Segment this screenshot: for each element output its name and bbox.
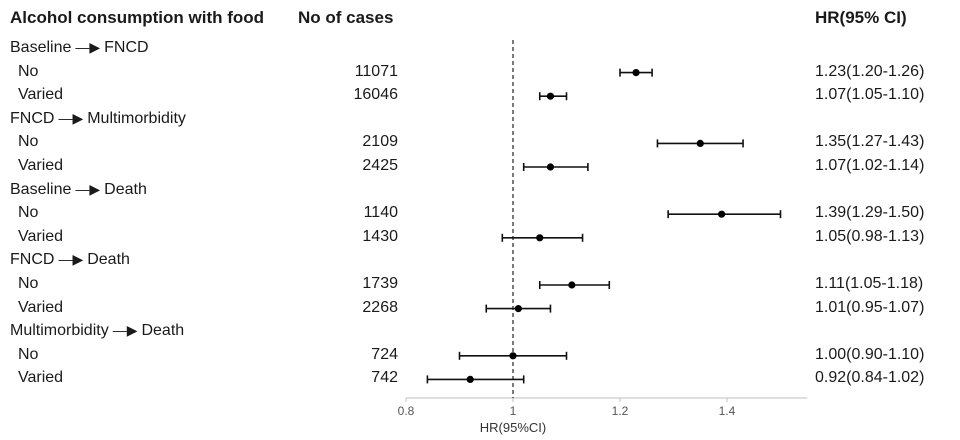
group-to: FNCD: [104, 39, 149, 56]
group-label: Baseline —▶ Death: [10, 181, 147, 199]
arrow-right-icon: —▶: [58, 251, 84, 268]
group-label: FNCD —▶ Multimorbidity: [10, 110, 186, 128]
arrow-right-icon: —▶: [112, 322, 138, 339]
forest-point: [501, 233, 584, 242]
row-cases: 2268: [362, 298, 398, 316]
row-hr-ci: 1.35(1.27-1.43): [815, 133, 925, 151]
label-column-header: Alcohol consumption with food: [10, 8, 265, 27]
group-to: Death: [87, 251, 130, 269]
table-row: Varied 742 0.92(0.84-1.02): [0, 367, 960, 390]
row-hr-ci: 1.07(1.05-1.10): [815, 86, 925, 104]
x-tick-label: 1: [510, 404, 517, 418]
row-label: No: [18, 345, 39, 363]
x-axis-title: HR(95%CI): [480, 420, 546, 435]
hr-point-marker: [466, 375, 474, 383]
row-label: No: [18, 62, 39, 80]
hr-point-marker: [718, 210, 726, 218]
group-label: Multimorbidity —▶ Death: [10, 322, 184, 340]
forest-point: [485, 304, 552, 313]
table-row: Varied 1430 1.05(0.98-1.13): [0, 226, 960, 249]
x-tick-label: 1.4: [719, 404, 736, 418]
row-label: Varied: [18, 298, 64, 316]
hr-point-marker: [696, 139, 704, 147]
group-from: FNCD: [10, 109, 55, 127]
row-cases: 742: [371, 369, 398, 387]
row-label: Varied: [18, 86, 64, 104]
group-from: Baseline: [10, 180, 72, 198]
row-hr-ci: 1.39(1.29-1.50): [815, 204, 925, 222]
row-hr-ci: 1.11(1.05-1.18): [815, 275, 924, 292]
forest-point: [538, 92, 568, 101]
cases-column-header: No of cases: [298, 8, 394, 27]
hr-point-marker: [546, 163, 555, 171]
row-hr-ci: 1.07(1.02-1.14): [815, 157, 925, 174]
row-hr-ci: 1.01(0.95-1.07): [815, 298, 925, 316]
forest-point: [619, 68, 653, 77]
hr-point-marker: [546, 92, 555, 100]
forest-point: [522, 163, 589, 171]
group-to: Multimorbidity: [87, 109, 186, 127]
arrow-right-icon: —▶: [75, 180, 101, 197]
row-label: Varied: [18, 227, 64, 245]
row-cases: 2425: [362, 157, 398, 174]
row-cases: 11071: [354, 62, 398, 80]
table-row: No 724 1.00(0.90-1.10): [0, 344, 960, 367]
group-to: Death: [104, 180, 147, 198]
hr-point-marker: [568, 281, 576, 289]
arrow-right-icon: —▶: [75, 39, 101, 55]
forest-point: [538, 281, 611, 289]
row-label: No: [18, 133, 39, 151]
hr-point-marker: [514, 305, 522, 313]
row-cases: 16046: [353, 86, 399, 104]
row-cases: 1739: [362, 275, 398, 292]
table-row: No 2109 1.35(1.27-1.43): [0, 131, 960, 154]
forest-point: [656, 139, 744, 148]
hr-point-marker: [509, 352, 517, 360]
forest-marks: [426, 68, 782, 384]
row-hr-ci: 1.23(1.20-1.26): [815, 62, 925, 80]
group-label: Baseline —▶ FNCD: [10, 39, 149, 57]
x-tick-label: 0.8: [398, 404, 415, 418]
forest-point: [667, 210, 782, 219]
forest-point: [426, 375, 525, 384]
table-row: Varied 2425 1.07(1.02-1.14): [0, 155, 960, 178]
x-tick-label: 1.2: [612, 404, 629, 418]
table-row: Varied 2268 1.01(0.95-1.07): [0, 297, 960, 320]
x-axis-ticks: 0.8 1 1.2 1.4: [398, 398, 736, 418]
arrow-right-icon: —▶: [58, 109, 84, 126]
row-cases: 1140: [363, 204, 398, 222]
row-cases: 2109: [362, 133, 398, 151]
group-label: FNCD —▶ Death: [10, 251, 130, 269]
group-header-row: Multimorbidity —▶ Death: [0, 320, 960, 343]
row-cases: 1430: [362, 227, 398, 245]
row-label: Varied: [18, 157, 64, 174]
hr-column-header: HR(95% CI): [815, 8, 907, 27]
row-hr-ci: 0.92(0.84-1.02): [815, 369, 925, 387]
row-label: Varied: [18, 369, 64, 387]
group-from: Baseline: [10, 39, 72, 56]
table-row: No 1140 1.39(1.29-1.50): [0, 202, 960, 225]
row-label: No: [18, 204, 39, 222]
forest-point: [458, 351, 568, 360]
row-hr-ci: 1.05(0.98-1.13): [815, 227, 925, 245]
table-row: No 11071 1.23(1.20-1.26): [0, 61, 960, 84]
group-header-row: Baseline —▶ Death: [0, 179, 960, 202]
table-row: No 1739 1.11(1.05-1.18): [0, 273, 960, 296]
row-hr-ci: 1.00(0.90-1.10): [815, 345, 925, 363]
table-row: Varied 16046 1.07(1.05-1.10): [0, 84, 960, 107]
hr-point-marker: [632, 69, 640, 77]
group-from: Multimorbidity: [10, 322, 109, 340]
group-header-row: Baseline —▶ FNCD: [0, 37, 960, 60]
group-header-row: FNCD —▶ Death: [0, 249, 960, 272]
group-header-row: FNCD —▶ Multimorbidity: [0, 108, 960, 131]
row-cases: 724: [371, 345, 398, 363]
hr-point-marker: [536, 234, 544, 242]
group-from: FNCD: [10, 251, 55, 269]
group-to: Death: [141, 322, 185, 340]
row-label: No: [18, 275, 39, 292]
